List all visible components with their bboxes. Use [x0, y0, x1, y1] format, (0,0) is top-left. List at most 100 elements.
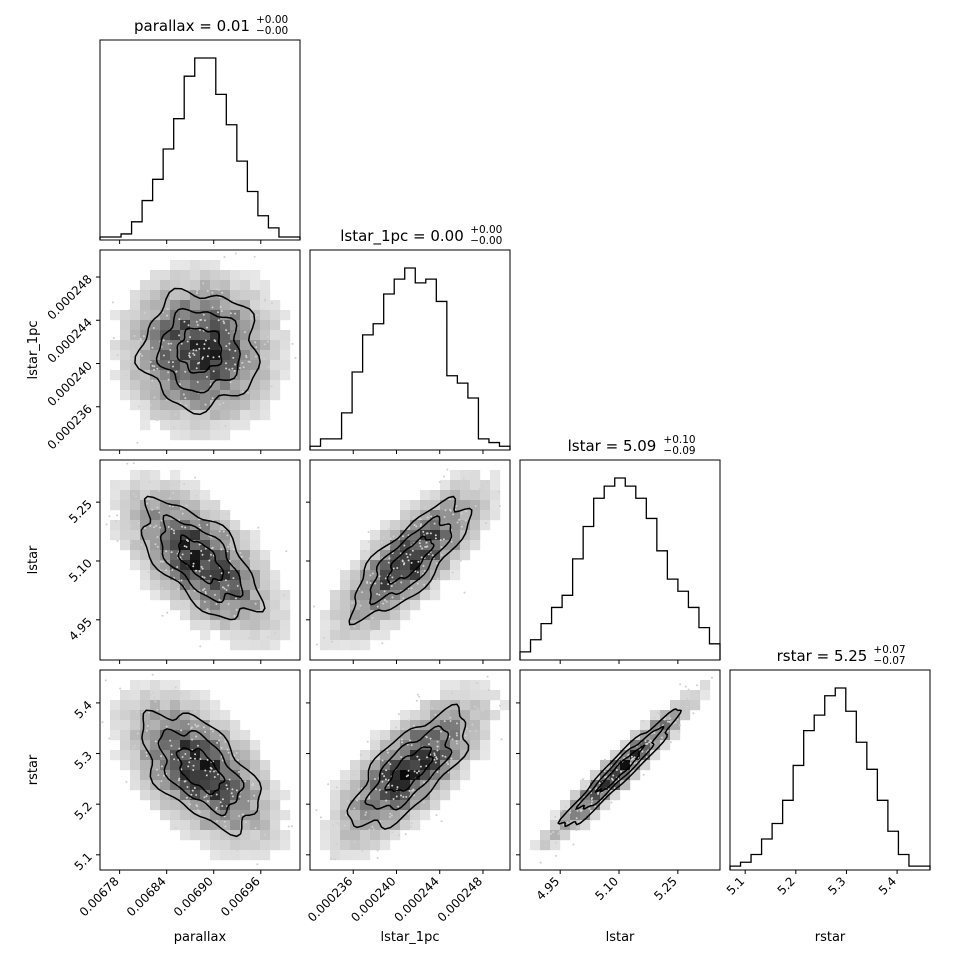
x-tick-label: 5.25 [651, 874, 680, 903]
sample-point [211, 291, 214, 294]
density-cell [330, 640, 341, 651]
density-cell [420, 710, 431, 721]
sample-point [678, 730, 681, 733]
density-cell [280, 630, 291, 641]
sample-point [422, 564, 425, 567]
sample-point [366, 740, 369, 743]
density-cell [380, 600, 391, 611]
density-cell [240, 790, 251, 801]
panel-title-lstar: lstar = 5.09 [568, 437, 657, 455]
sample-point [396, 786, 399, 789]
sample-point [158, 511, 161, 514]
density-cell [180, 490, 191, 501]
density-cell [140, 760, 151, 771]
panel-frame [99, 249, 301, 451]
density-cell [150, 770, 161, 781]
sample-point [419, 765, 422, 768]
density-cell [120, 330, 131, 341]
density-cell [330, 790, 341, 801]
density-cell [270, 830, 281, 841]
density-cell [440, 690, 451, 701]
sample-point [418, 695, 421, 698]
density-cell [170, 800, 181, 811]
sample-point [277, 627, 280, 630]
density-cell [130, 300, 141, 311]
density-cell [110, 730, 121, 741]
sample-point [315, 643, 318, 646]
density-cell [150, 370, 161, 381]
density-cell [470, 500, 481, 511]
sample-point [392, 567, 395, 570]
sample-point [402, 795, 405, 798]
sample-point [291, 342, 294, 345]
sample-point [136, 441, 139, 444]
density-cell [700, 680, 711, 691]
density-cell [260, 800, 271, 811]
sample-point [167, 526, 170, 529]
sample-point [226, 550, 229, 553]
density-cell [230, 780, 241, 791]
density-cell [360, 790, 371, 801]
density-cell [390, 810, 401, 821]
density-cell [240, 390, 251, 401]
y-tick-label: 5.1 [72, 850, 95, 873]
density-cell [170, 790, 181, 801]
sample-point [212, 370, 215, 373]
density-cell [130, 550, 141, 561]
density-cell [280, 360, 291, 371]
density-cell [200, 700, 211, 711]
sample-point [285, 550, 288, 553]
sample-point [204, 403, 207, 406]
density-cell [170, 490, 181, 501]
sample-point [226, 787, 229, 790]
sample-point [397, 834, 400, 837]
sample-point [456, 521, 459, 524]
sample-point [142, 335, 145, 338]
panel-title-lower-error: −0.07 [873, 655, 905, 667]
density-cell [170, 590, 181, 601]
density-cell [340, 800, 351, 811]
sample-point [203, 576, 206, 579]
density-cell [440, 530, 451, 541]
density-cell [640, 760, 651, 771]
density-cell [130, 490, 141, 501]
density-cell [650, 740, 661, 751]
sample-point [366, 581, 369, 584]
sample-point [188, 356, 191, 359]
density-cell [130, 700, 141, 711]
density-cell [220, 280, 231, 291]
density-cell [200, 540, 211, 551]
density-cell [430, 510, 441, 521]
sample-point [160, 696, 163, 699]
density-cell [330, 850, 341, 861]
density-cell [240, 600, 251, 611]
sample-point [388, 528, 391, 531]
sample-point [471, 723, 474, 726]
density-cell [220, 620, 231, 631]
sample-point [165, 569, 168, 572]
density-cell [580, 810, 591, 821]
density-cell [240, 830, 251, 841]
density-cell [170, 540, 181, 551]
sample-point [682, 717, 685, 720]
density-cell [440, 770, 451, 781]
sample-point [227, 571, 230, 574]
density-cell [240, 290, 251, 301]
sample-point [384, 778, 387, 781]
density-cell [200, 840, 211, 851]
density-cell [140, 510, 151, 521]
density-cell [600, 780, 611, 791]
density-cell [210, 720, 221, 731]
sample-point [212, 356, 215, 359]
sample-point [384, 599, 387, 602]
density-cell [180, 550, 191, 561]
density-cell [210, 420, 221, 431]
sample-point [416, 582, 419, 585]
sample-point [653, 716, 656, 719]
density-cell [340, 580, 351, 591]
density-cell [240, 740, 251, 751]
density-cell [380, 780, 391, 791]
sample-point [244, 821, 247, 824]
sample-point [161, 614, 164, 617]
density-cell [610, 750, 621, 761]
